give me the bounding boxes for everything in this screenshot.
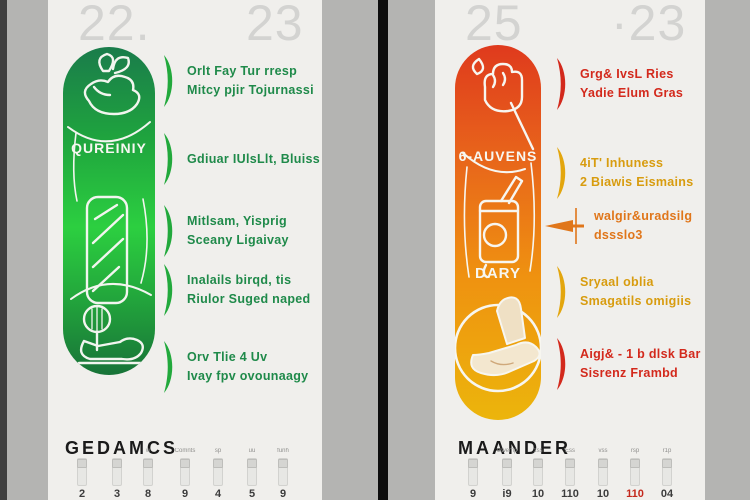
slider-knob[interactable] [565,459,575,468]
leaf-marker-icon [164,341,173,393]
year-numeral: ·23 [611,0,687,51]
item-text: Orv Tlie 4 Uv Ivay fpv ovounaagy [187,350,309,383]
leaf-marker-icon [557,266,566,318]
leaf-marker-icon [164,205,173,257]
slider-track[interactable] [143,458,153,486]
pill-title: 6-AUVENS [458,148,538,164]
slider-track[interactable] [502,458,512,486]
slider-knob[interactable] [278,459,288,468]
slider-track[interactable] [278,458,288,486]
left-edge-strip [0,0,7,500]
pill-subtitle: DARY [475,265,521,282]
slider-knob[interactable] [533,459,543,468]
list-item: Gdiuar IUlsLlt, Bluiss [162,133,320,185]
slider-knob[interactable] [112,459,122,468]
slider-track[interactable] [180,458,190,486]
left-panel: 22. 23 [48,0,322,500]
item-text: Orlt Fay Tur rresp Mitcy pjir Tojurnassi [187,64,314,97]
list-item: 4iT' Inhuness 2 Biawis Eismains [555,147,694,199]
list-item: Sryaal oblia Smagatils omigiis [555,266,691,318]
item-text: Aigj& - 1 b dlsk Bar Sisrenz Frambd [580,347,701,380]
arrow-plane-icon [545,208,584,244]
leaf-marker-icon [557,147,566,199]
year-numeral: 22. [78,0,151,51]
leaf-marker-icon [164,264,173,316]
footer-title: GEDAMCS [65,438,179,458]
mini-slider[interactable]: vss 10 [596,448,610,500]
slider-knob[interactable] [468,459,478,468]
slider-track[interactable] [598,458,608,486]
item-text: walgir&uradsilg dssslo3 [594,209,693,242]
footer-title: MAANDER [458,438,571,458]
list-item: Mitlsam, Yisprig Sceany Ligaivay [162,205,289,257]
list-item: Inalails birqd, tis Riulor Suged naped [162,264,310,316]
year-numeral: 23 [246,0,304,51]
list-item: Grg& IvsL Ries Yadie Elum Gras [555,58,683,110]
slider-track[interactable] [468,458,478,486]
mini-slider[interactable]: 1ss 10 [531,448,545,500]
item-text: Mitlsam, Yisprig Sceany Ligaivay [187,214,289,247]
slider-knob[interactable] [143,459,153,468]
slider-knob[interactable] [77,459,87,468]
mini-slider[interactable]: r1p 04 [660,448,674,500]
item-text: Gdiuar IUlsLlt, Bluiss [187,151,321,166]
item-text: Inalails birqd, tis Riulor Suged naped [187,273,311,306]
mini-slider[interactable]: w 8 [143,448,153,500]
list-item: Orv Tlie 4 Uv Ivay fpv ovounaagy [162,341,308,393]
slider-knob[interactable] [598,459,608,468]
slider-knob[interactable] [180,459,190,468]
green-pill-artwork [67,52,152,365]
slider-track[interactable] [213,458,223,486]
list-item: Orlt Fay Tur rresp Mitcy pjir Tojurnassi [162,55,314,107]
slider-knob[interactable] [502,459,512,468]
slider-track[interactable] [565,458,575,486]
slider-knob[interactable] [630,459,640,468]
slider-track[interactable] [630,458,640,486]
reclining-figure-icon [77,304,144,365]
grater-icon [85,195,129,305]
mini-slider[interactable]: funh 9 [277,448,289,500]
item-text: 4iT' Inhuness 2 Biawis Eismains [580,156,694,189]
leaf-marker-icon [164,133,173,185]
item-text: Sryaal oblia Smagatils omigiis [580,275,692,308]
list-item: Aigj& - 1 b dlsk Bar Sisrenz Frambd [555,338,701,390]
mini-slider[interactable]: 9 [459,448,487,500]
year-numeral: 25 [465,0,523,51]
mini-slider[interactable]: Ess 110 [561,448,579,500]
leaf-marker-icon [164,55,173,107]
list-item: walgir&uradsilg dssslo3 [543,206,692,246]
foot-massage-icon [455,296,541,393]
slider-track[interactable] [533,458,543,486]
mini-slider[interactable]: sp 4 [213,448,223,500]
slider-knob[interactable] [662,459,672,468]
mini-slider[interactable]: Comnts 9 [174,448,196,500]
mini-slider[interactable]: rsp 110 [626,448,644,500]
hand-with-leaves-icon [83,52,141,116]
slider-track[interactable] [112,458,122,486]
leaf-marker-icon [557,338,566,390]
right-panel: 25 ·23 [435,0,705,500]
leaf-marker-icon [557,58,566,110]
slider-knob[interactable] [213,459,223,468]
slider-track[interactable] [662,458,672,486]
fist-with-stick-icon [471,57,535,151]
orange-pill-artwork [455,57,541,393]
jar-with-spoon-icon [478,175,524,279]
item-text: Grg& IvsL Ries Yadie Elum Gras [580,67,684,100]
panel-divider [378,0,388,500]
mini-slider[interactable]: uu 5 [247,448,257,500]
slider-knob[interactable] [247,459,257,468]
green-gradient-pill: QUREINIY [63,47,155,375]
pill-title: QUREINIY [71,140,147,156]
mini-slider[interactable]: Gwemp i9 [496,448,518,500]
orange-gradient-pill: 6-AUVENS DARY [455,45,541,420]
slider-track[interactable] [247,458,257,486]
mini-slider[interactable]: 2 [68,448,96,500]
mini-slider[interactable]: 3 [103,448,131,500]
slider-track[interactable] [77,458,87,486]
